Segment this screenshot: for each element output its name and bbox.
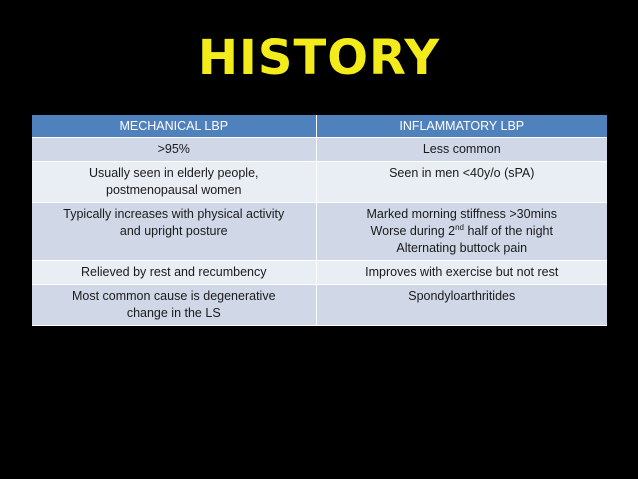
cell-text: Relieved by rest and recumbency bbox=[80, 265, 267, 279]
cell-text: postmenopausal women bbox=[106, 183, 242, 197]
cell-text: Alternating buttock pain bbox=[396, 241, 528, 255]
cell-text: Seen in men <40y/o (sPA) bbox=[389, 166, 535, 180]
cell-mechanical: Typically increases with physical activi… bbox=[32, 202, 317, 261]
cell-text: Marked morning stiffness >30mins bbox=[366, 207, 557, 221]
cell-mechanical: >95% bbox=[32, 137, 317, 162]
cell-text: Typically increases with physical activi… bbox=[63, 207, 285, 221]
cell-text: Usually seen in elderly people, bbox=[88, 166, 259, 180]
cell-inflammatory: Spondyloarthritides bbox=[316, 284, 607, 326]
cell-inflammatory: Seen in men <40y/o (sPA) bbox=[316, 161, 607, 203]
cell-mechanical: Relieved by rest and recumbency bbox=[32, 260, 317, 285]
comparison-table: MECHANICAL LBP INFLAMMATORY LBP >95% Les… bbox=[32, 115, 607, 326]
cell-text: Improves with exercise but not rest bbox=[365, 265, 559, 279]
table-row: Relieved by rest and recumbency Improves… bbox=[32, 260, 607, 285]
cell-inflammatory: Less common bbox=[316, 137, 607, 162]
cell-text: >95% bbox=[157, 142, 190, 156]
table-row: Typically increases with physical activi… bbox=[32, 202, 607, 261]
superscript: nd bbox=[455, 222, 464, 232]
cell-mechanical: Usually seen in elderly people, postmeno… bbox=[32, 161, 317, 203]
table-row: Most common cause is degenerative change… bbox=[32, 284, 607, 326]
header-inflammatory-lbp: INFLAMMATORY LBP bbox=[316, 115, 607, 138]
cell-text: and upright posture bbox=[119, 224, 228, 238]
text-before: Worse during 2 bbox=[370, 224, 456, 238]
cell-mechanical: Most common cause is degenerative change… bbox=[32, 284, 317, 326]
cell-text: Spondyloarthritides bbox=[408, 289, 516, 303]
cell-inflammatory: Marked morning stiffness >30mins Worse d… bbox=[316, 202, 607, 261]
table-row: >95% Less common bbox=[32, 137, 607, 162]
table-header-row: MECHANICAL LBP INFLAMMATORY LBP bbox=[32, 115, 607, 138]
slide-title: HISTORY bbox=[197, 30, 441, 86]
header-mechanical-lbp: MECHANICAL LBP bbox=[32, 115, 317, 138]
text-after: half of the night bbox=[464, 224, 553, 238]
cell-inflammatory: Improves with exercise but not rest bbox=[316, 260, 607, 285]
cell-text: change in the LS bbox=[126, 306, 221, 320]
cell-text-with-superscript: Worse during 2nd half of the night bbox=[323, 223, 602, 240]
table-row: Usually seen in elderly people, postmeno… bbox=[32, 161, 607, 203]
cell-text: Most common cause is degenerative bbox=[71, 289, 276, 303]
cell-text: Less common bbox=[422, 142, 501, 156]
